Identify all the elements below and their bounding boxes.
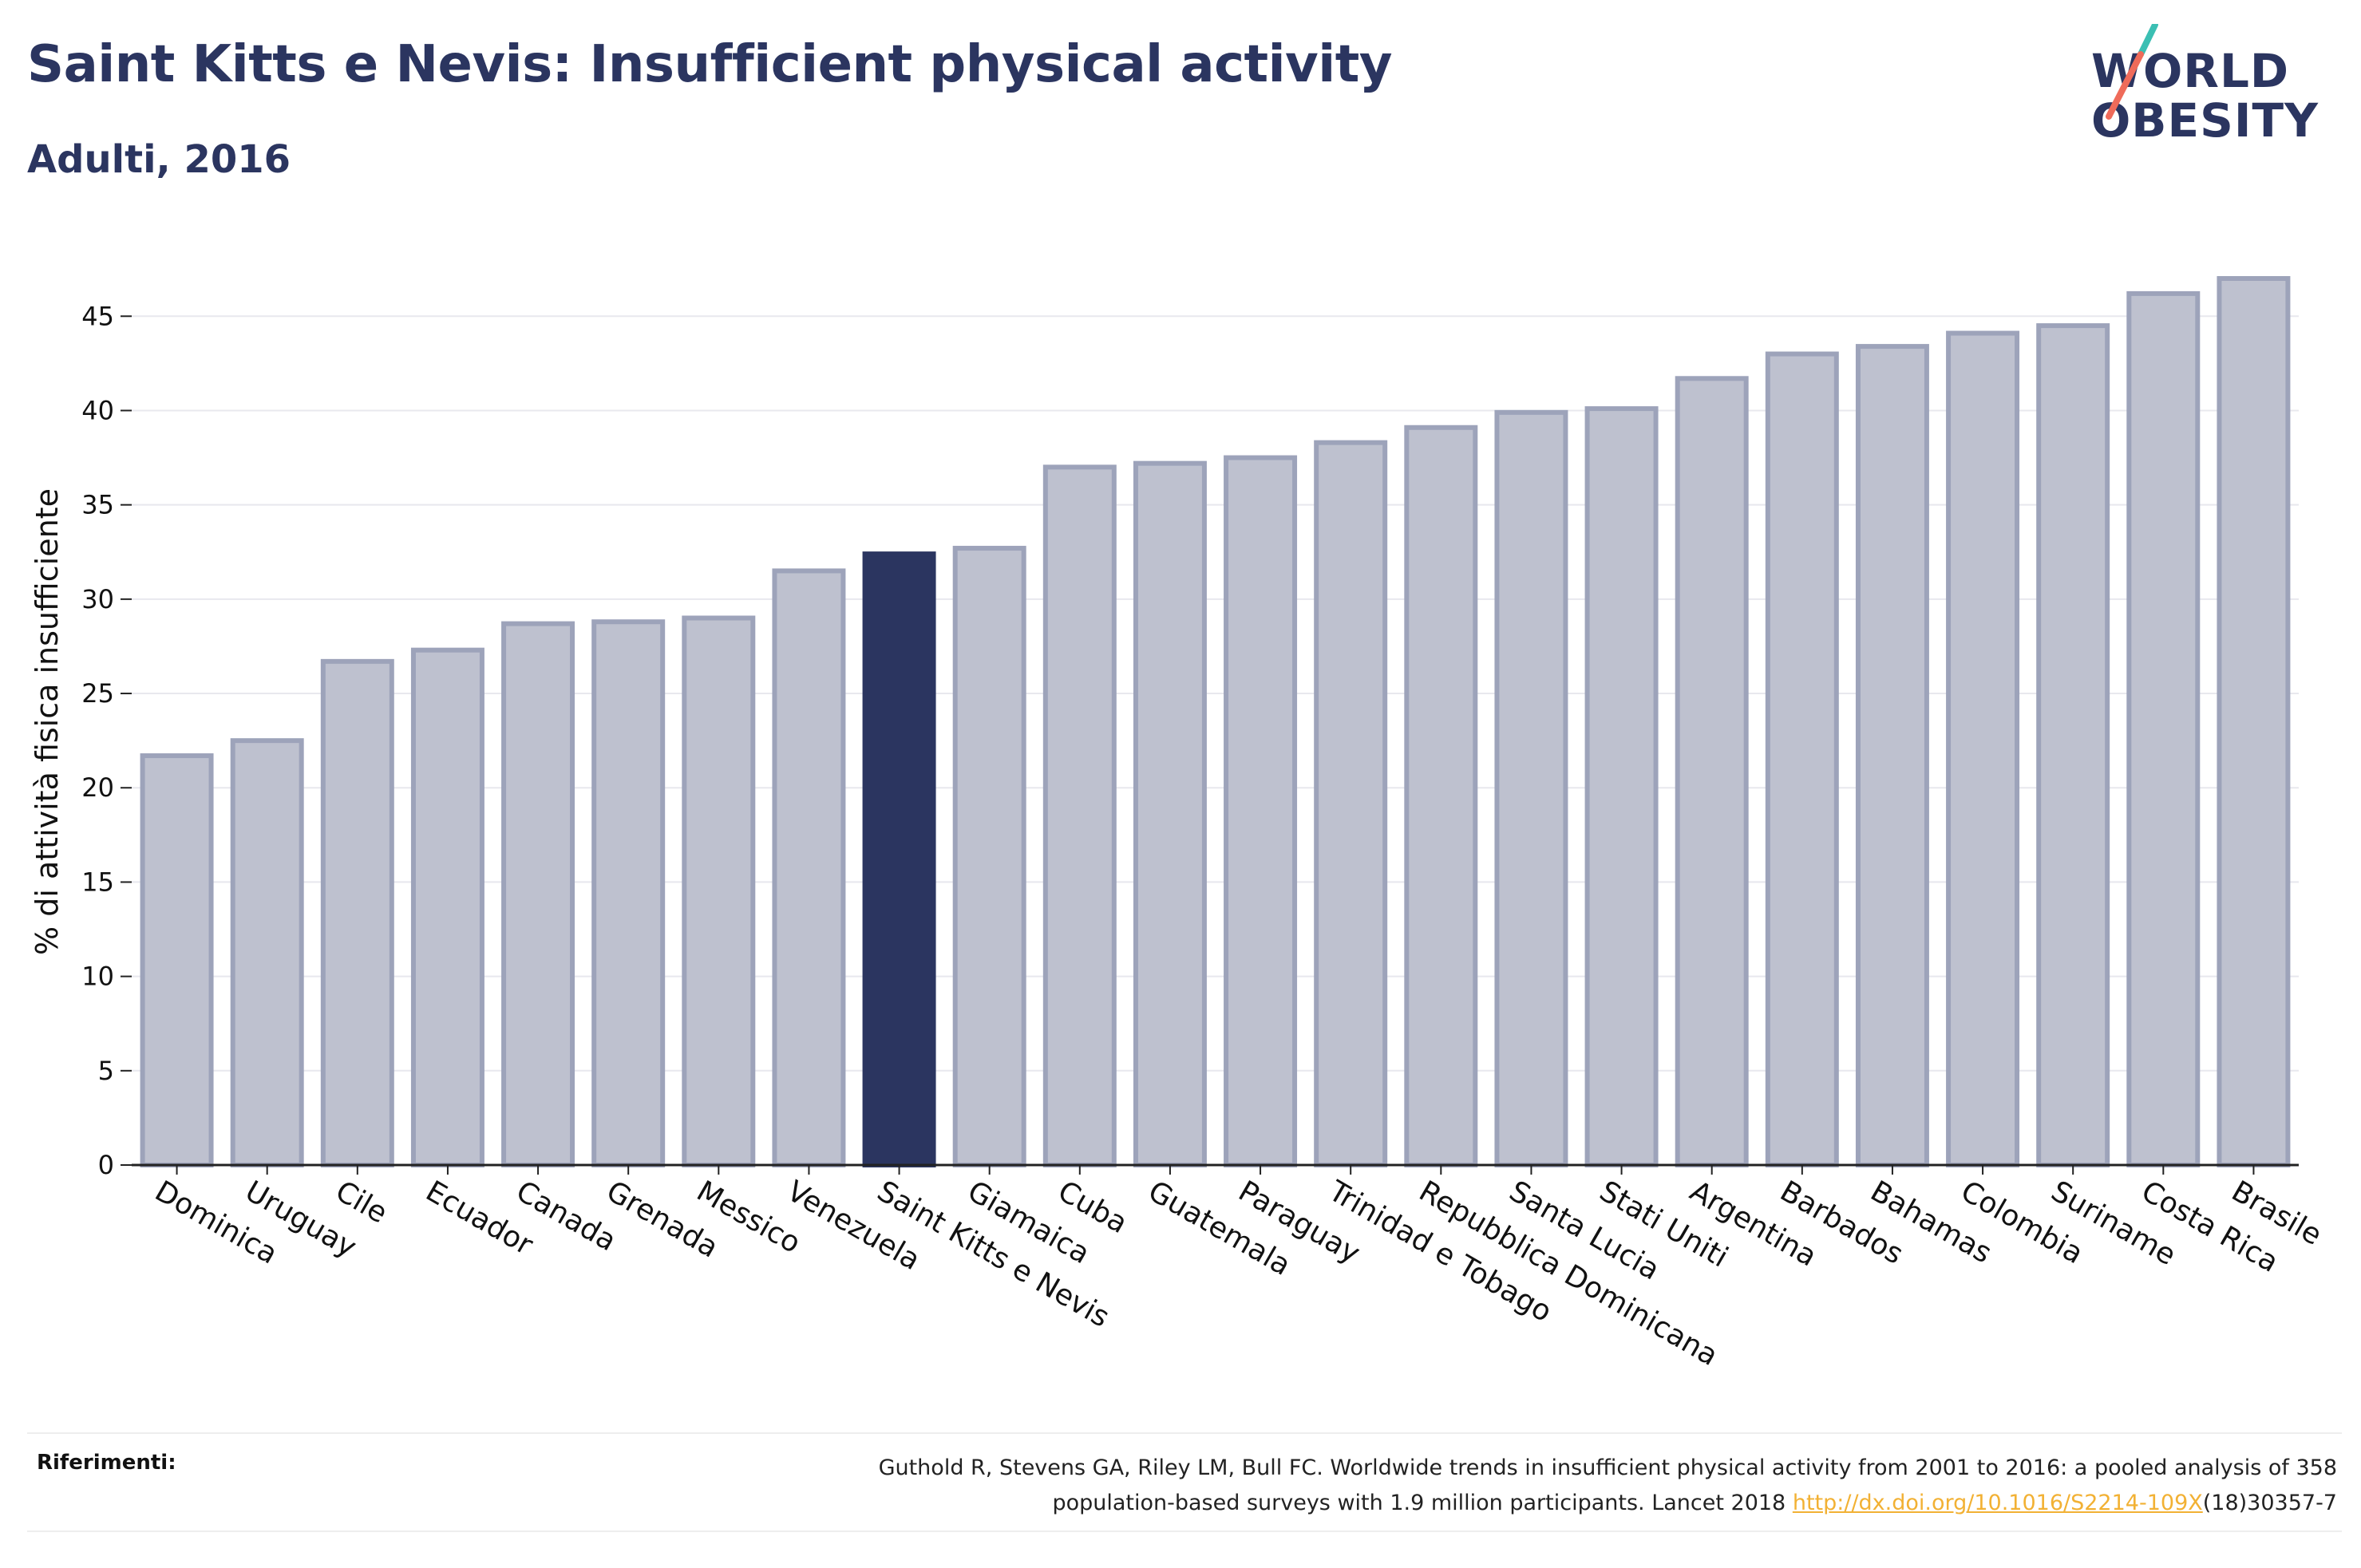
reference-line-2: population-based surveys with 1.9 millio… (1052, 1491, 1793, 1515)
bar (1946, 330, 2020, 1168)
bar (1224, 455, 1298, 1167)
y-tick-label: 30 (81, 584, 114, 614)
bar (2217, 276, 2291, 1167)
chart-subtitle: Adulti, 2016 (27, 137, 291, 182)
reference-doi-suffix: (18)30357-7 (2202, 1491, 2337, 1515)
y-tick-label: 0 (98, 1150, 114, 1180)
bar (2036, 323, 2110, 1168)
y-tick-label: 35 (81, 490, 114, 520)
reference-line-1: Guthold R, Stevens GA, Riley LM, Bull FC… (878, 1455, 2337, 1480)
y-tick-label: 15 (81, 867, 114, 897)
bar (1855, 344, 1929, 1167)
y-tick-label: 5 (98, 1056, 114, 1086)
bar (1675, 376, 1749, 1168)
bar (140, 753, 214, 1167)
bar (2126, 290, 2201, 1167)
y-tick-label: 45 (81, 301, 114, 331)
bar (1494, 409, 1568, 1167)
y-axis-label: % di attività fisica insufficiente (30, 488, 65, 955)
footer-divider-bottom (27, 1530, 2342, 1532)
y-tick-label: 20 (81, 772, 114, 803)
bar (1133, 460, 1207, 1167)
bar (1765, 351, 1839, 1168)
bar (320, 658, 394, 1167)
bar (1042, 464, 1117, 1167)
world-obesity-logo: WORLD OBESITY (2075, 24, 2347, 168)
bar (772, 568, 846, 1167)
y-tick-label: 10 (81, 962, 114, 992)
doi-link[interactable]: http://dx.doi.org/10.1016/S2214-109X (1792, 1491, 2203, 1515)
chart-title: Saint Kitts e Nevis: Insufficient physic… (27, 35, 1393, 94)
bar (591, 619, 666, 1167)
bar (1584, 406, 1659, 1167)
logo-slash-icon (2106, 24, 2158, 120)
bar (1404, 425, 1478, 1167)
bar-highlighted (862, 551, 936, 1167)
bar (1314, 440, 1388, 1167)
references-label: Riferimenti: (37, 1451, 176, 1475)
bar (410, 647, 484, 1167)
x-tick-label: Cile (330, 1175, 393, 1230)
bar (952, 546, 1026, 1167)
bar (230, 738, 304, 1167)
logo-line-obesity: OBESITY (2091, 93, 2319, 148)
y-tick-label: 40 (81, 395, 114, 425)
bar (682, 615, 756, 1167)
bar (501, 621, 575, 1167)
y-tick-label: 25 (81, 678, 114, 709)
footer-divider-top (27, 1432, 2342, 1434)
references-text: Guthold R, Stevens GA, Riley LM, Bull FC… (581, 1451, 2337, 1521)
